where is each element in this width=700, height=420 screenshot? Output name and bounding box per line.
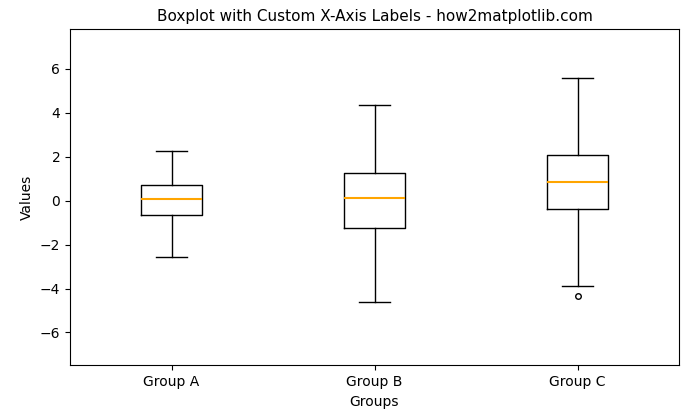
X-axis label: Groups: Groups — [350, 395, 399, 409]
Y-axis label: Values: Values — [20, 175, 34, 220]
Title: Boxplot with Custom X-Axis Labels - how2matplotlib.com: Boxplot with Custom X-Axis Labels - how2… — [157, 9, 592, 24]
